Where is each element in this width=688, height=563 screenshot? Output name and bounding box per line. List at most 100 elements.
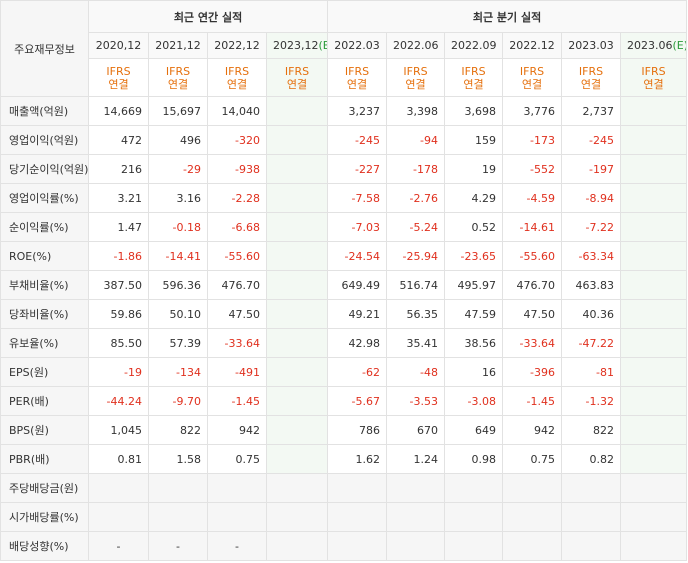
row-label: 영업이익(억원) (0, 125, 89, 155)
data-row: 영업이익률(%) 3.21 3.16 -2.28 -7.58 -2.76 4.29 -4.59… (0, 183, 688, 213)
date-text: 2023.03 (568, 39, 614, 52)
value-cell: 1.58 (148, 444, 208, 474)
empty-cell (265, 415, 329, 445)
value-cell: 19 (444, 154, 504, 184)
value-cell: 649 (444, 415, 504, 445)
value-cell: -491 (207, 357, 267, 387)
scope-text: 연결 (463, 77, 484, 91)
empty-cell (620, 96, 688, 126)
empty-cell (207, 502, 267, 532)
value-cell: 387.50 (88, 270, 149, 300)
empty-cell (386, 473, 446, 503)
value-cell: -3.53 (386, 386, 446, 416)
empty-cell (265, 357, 329, 387)
value-cell: 463.83 (561, 270, 622, 300)
column-date: 2022,12 (207, 32, 267, 59)
value-cell: - (148, 531, 208, 561)
empty-cell (265, 299, 329, 329)
value-cell: 47.59 (444, 299, 504, 329)
value-cell: 0.52 (444, 212, 504, 242)
value-cell: 57.39 (148, 328, 208, 358)
value-cell: -7.03 (327, 212, 388, 242)
value-cell: 596.36 (148, 270, 208, 300)
value-cell: 476.70 (207, 270, 267, 300)
empty-cell (561, 502, 622, 532)
basis-text: IFRS (344, 64, 370, 78)
value-cell: -33.64 (207, 328, 267, 358)
basis-text: IFRS (641, 64, 666, 78)
column-date: 2023.03 (561, 32, 622, 59)
empty-cell (265, 241, 329, 271)
column-date: 2023,12(E) (265, 32, 329, 59)
value-cell: 0.75 (207, 444, 267, 474)
basis-text: IFRS (165, 64, 191, 78)
empty-cell (502, 473, 563, 503)
empty-cell (502, 531, 563, 561)
value-cell: -5.67 (327, 386, 388, 416)
empty-cell (265, 502, 329, 532)
value-cell: -47.22 (561, 328, 622, 358)
column-basis: IFRS 연결 (207, 58, 267, 97)
estimate-mark: (E) (672, 39, 687, 52)
value-cell: 496 (148, 125, 208, 155)
basis-text: IFRS (106, 64, 131, 78)
scope-text: 연결 (405, 77, 426, 91)
estimate-mark: (E) (318, 39, 327, 52)
empty-cell (561, 473, 622, 503)
value-cell: -24.54 (327, 241, 388, 271)
column-basis: IFRS 연결 (561, 58, 622, 97)
scope-text: 연결 (286, 77, 308, 91)
basis-row: IFRS 연결 IFRS 연결 IFRS 연결 IFRS 연결 IFRS 연결 IFRS 연결 IFRS… (1, 58, 688, 97)
empty-cell (148, 502, 208, 532)
row-label: 배당성향(%) (0, 531, 89, 561)
value-cell: -62 (327, 357, 388, 387)
value-cell: 670 (386, 415, 446, 445)
date-text: 2023,12 (273, 39, 319, 52)
row-label: 당기순이익(억원) (0, 154, 89, 184)
value-cell: -1.86 (88, 241, 149, 271)
value-cell: -14.41 (148, 241, 208, 271)
empty-cell (88, 473, 149, 503)
value-cell: 0.98 (444, 444, 504, 474)
value-cell: -63.34 (561, 241, 622, 271)
value-cell: - (207, 531, 267, 561)
basis-text: IFRS (461, 64, 486, 78)
empty-cell (148, 473, 208, 503)
value-cell: 59.86 (88, 299, 149, 329)
group-title: 최근 분기 실적 (327, 0, 688, 33)
value-cell: - (88, 531, 149, 561)
value-cell: -55.60 (502, 241, 563, 271)
empty-cell (386, 531, 446, 561)
value-cell: 3,698 (444, 96, 504, 126)
value-cell: 50.10 (148, 299, 208, 329)
empty-cell (265, 531, 329, 561)
data-row: 유보율(%) 85.50 57.39 -33.64 42.98 35.41 38.56 -33… (0, 328, 688, 358)
value-cell: 40.36 (561, 299, 622, 329)
value-cell: 47.50 (502, 299, 563, 329)
value-cell: -9.70 (148, 386, 208, 416)
empty-cell (265, 125, 329, 155)
value-cell: 822 (561, 415, 622, 445)
empty-cell (620, 357, 688, 387)
row-label: 부채비율(%) (0, 270, 89, 300)
row-label: ROE(%) (0, 241, 89, 271)
empty-cell (327, 473, 388, 503)
value-cell: -178 (386, 154, 446, 184)
value-cell: 3.21 (88, 183, 149, 213)
value-cell: -3.08 (444, 386, 504, 416)
column-date: 2022.09 (444, 32, 504, 59)
value-cell: 3.16 (148, 183, 208, 213)
column-basis: IFRS 연결 (444, 58, 504, 97)
row-label: PBR(배) (0, 444, 89, 474)
empty-cell (620, 241, 688, 271)
empty-cell (620, 444, 688, 474)
value-cell: -938 (207, 154, 267, 184)
data-row: BPS(원) 1,045 822 942 786 670 649 942 822 (0, 415, 688, 445)
empty-cell (561, 531, 622, 561)
column-date: 2022.03 (327, 32, 388, 59)
empty-cell (620, 415, 688, 445)
column-basis: IFRS 연결 (386, 58, 446, 97)
data-row: 주당배당금(원) (0, 473, 688, 503)
value-cell: -7.58 (327, 183, 388, 213)
row-label: 유보율(%) (0, 328, 89, 358)
